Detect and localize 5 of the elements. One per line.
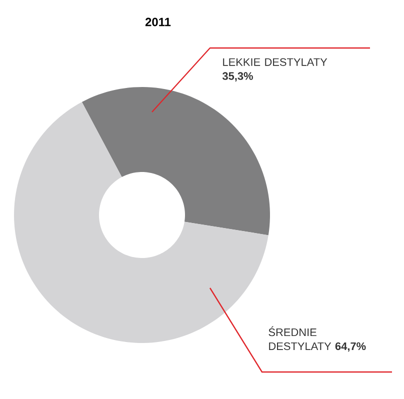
data-label: 35,3%	[222, 72, 253, 82]
chart-title: 2011	[145, 18, 171, 26]
slice-label: LEKKIE DESTYLATY	[223, 58, 328, 66]
slice-label: ŚREDNIE DESTYLATY	[268, 326, 332, 350]
data-label: 64,7%	[335, 342, 366, 352]
